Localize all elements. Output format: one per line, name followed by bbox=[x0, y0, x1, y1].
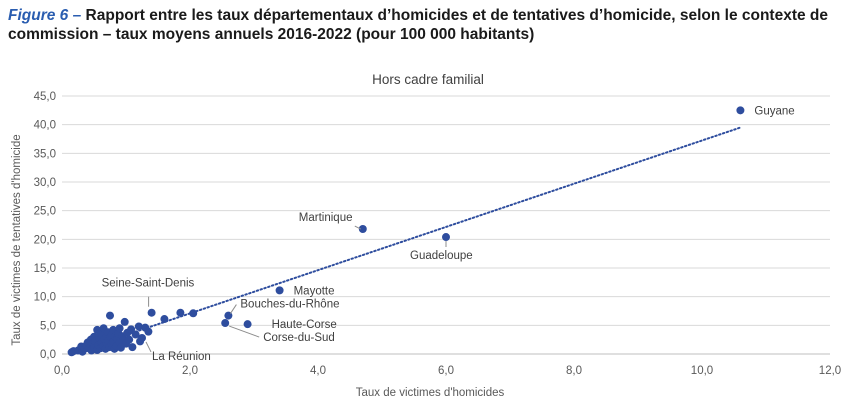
point-label: Bouches-du-Rhône bbox=[240, 299, 339, 311]
labeled-data-point bbox=[138, 333, 146, 342]
data-point bbox=[120, 317, 129, 326]
data-point bbox=[144, 327, 153, 336]
data-point bbox=[176, 308, 185, 317]
x-tick-label: 6,0 bbox=[438, 365, 454, 377]
y-tick-label: 45,0 bbox=[34, 91, 56, 103]
x-tick-label: 0,0 bbox=[54, 365, 70, 377]
x-tick-label: 8,0 bbox=[566, 365, 582, 377]
labeled-data-point bbox=[442, 233, 450, 242]
point-labels: Guyane Martinique Guadeloupe Mayotte Seine-S… bbox=[102, 105, 795, 363]
figure-title: Figure 6 – Rapport entre les taux départ… bbox=[8, 6, 856, 44]
figure-title-text: Rapport entre les taux départementaux d’… bbox=[8, 7, 829, 43]
data-point bbox=[125, 335, 134, 344]
x-tick-label: 4,0 bbox=[310, 365, 326, 377]
data-point bbox=[127, 325, 136, 334]
y-tick-label: 0,0 bbox=[40, 349, 56, 361]
labeled-data-point bbox=[221, 319, 230, 328]
label-leader-line bbox=[229, 304, 237, 314]
data-points bbox=[67, 106, 745, 357]
gridlines bbox=[62, 95, 830, 326]
data-point bbox=[134, 322, 143, 331]
y-tick-label: 10,0 bbox=[34, 292, 56, 304]
point-label: Martinique bbox=[299, 212, 353, 224]
point-label: La Réunion bbox=[152, 351, 211, 363]
y-axis-ticks: 0,0 5,0 10,0 15,0 20,0 25,0 30,0 35,0 40,0 45,0 bbox=[34, 91, 56, 361]
labeled-data-point bbox=[147, 308, 156, 317]
trendline-group bbox=[73, 126, 742, 354]
y-tick-label: 40,0 bbox=[34, 120, 56, 132]
label-leader-line bbox=[229, 325, 260, 338]
y-tick-label: 20,0 bbox=[34, 234, 56, 246]
trendline bbox=[73, 126, 742, 354]
chart-title: Hors cadre familial bbox=[372, 72, 484, 87]
x-tick-label: 12,0 bbox=[819, 365, 841, 377]
x-tick-label: 2,0 bbox=[182, 365, 198, 377]
y-tick-label: 25,0 bbox=[34, 206, 56, 218]
labeled-data-point bbox=[736, 106, 745, 115]
point-label: Haute-Corse bbox=[272, 319, 337, 331]
y-axis-title: Taux de victimes de tentatives d'homicid… bbox=[11, 134, 23, 345]
point-label: Guyane bbox=[754, 105, 794, 117]
figure-label: Figure 6 – bbox=[8, 7, 82, 24]
label-leader-line bbox=[145, 341, 152, 353]
x-tick-label: 10,0 bbox=[691, 365, 713, 377]
data-point bbox=[128, 343, 137, 352]
point-label: Guadeloupe bbox=[410, 250, 473, 262]
label-leader-line bbox=[354, 225, 362, 230]
data-point bbox=[115, 324, 124, 333]
x-axis-title: Taux de victimes d'homicides bbox=[356, 387, 505, 399]
data-point bbox=[131, 330, 140, 339]
labeled-data-point bbox=[275, 286, 284, 295]
y-tick-label: 5,0 bbox=[40, 320, 56, 332]
point-label: Seine-Saint-Denis bbox=[102, 278, 195, 290]
x-axis-ticks: 0,0 2,0 4,0 6,0 8,0 10,0 12,0 bbox=[54, 365, 841, 377]
labeled-data-point bbox=[243, 320, 252, 329]
data-point bbox=[106, 311, 114, 320]
labeled-data-point bbox=[358, 225, 367, 234]
y-tick-label: 35,0 bbox=[34, 148, 56, 160]
y-tick-label: 15,0 bbox=[34, 263, 56, 275]
data-point bbox=[160, 315, 169, 324]
y-tick-label: 30,0 bbox=[34, 177, 56, 189]
point-label: Mayotte bbox=[294, 285, 335, 297]
data-point bbox=[189, 309, 198, 318]
point-label: Corse-du-Sud bbox=[263, 332, 335, 344]
